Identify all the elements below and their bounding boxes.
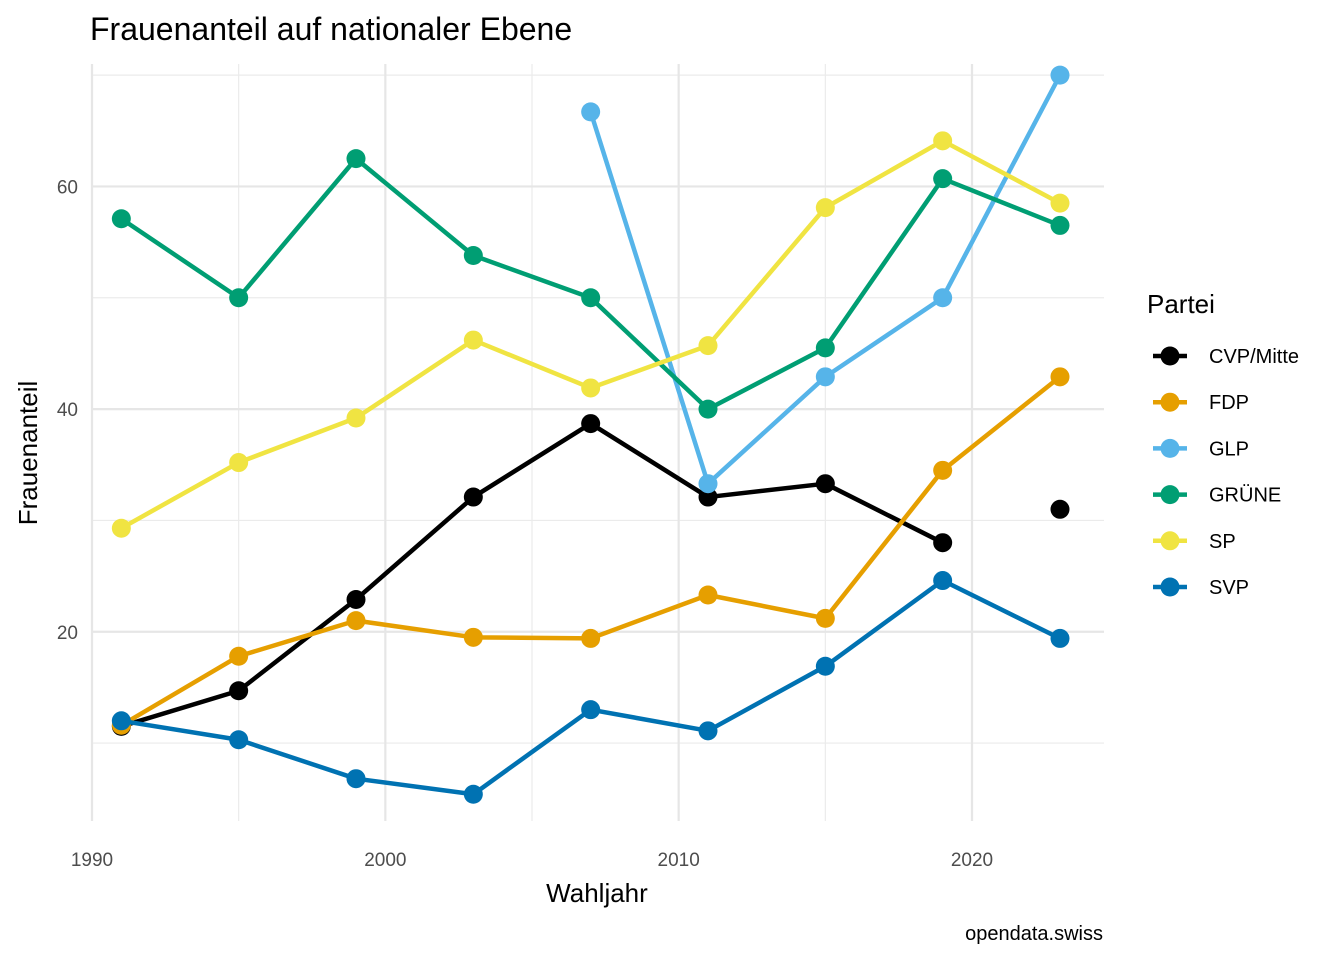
legend-key-point: [1160, 531, 1180, 551]
data-point: [346, 769, 366, 789]
data-point: [229, 288, 249, 308]
data-point: [1050, 215, 1070, 235]
data-point: [581, 414, 601, 434]
data-point: [346, 611, 366, 631]
legend-label: SP: [1209, 531, 1236, 553]
data-point: [581, 288, 601, 308]
data-point: [581, 378, 601, 398]
data-point: [111, 711, 131, 731]
data-point: [933, 533, 953, 553]
legend-key-point: [1160, 392, 1180, 412]
series-line: [120, 421, 944, 729]
legend-key-point: [1160, 577, 1180, 597]
data-point: [933, 169, 953, 189]
data-point: [229, 681, 249, 701]
data-point: [581, 628, 601, 648]
data-point: [463, 784, 483, 804]
data-point: [1050, 499, 1070, 519]
y-tick-label: 20: [57, 623, 78, 644]
data-point: [1050, 65, 1070, 85]
data-point: [698, 474, 718, 494]
legend-label: GLP: [1209, 438, 1249, 460]
data-point: [698, 585, 718, 605]
x-tick-label: 1990: [71, 850, 113, 871]
legend-label: GRÜNE: [1209, 485, 1281, 507]
series-svp: [111, 571, 1070, 804]
series-line: [120, 156, 1061, 412]
caption: opendata.swiss: [965, 923, 1103, 945]
data-point: [111, 209, 131, 229]
data-point: [229, 453, 249, 473]
data-point: [581, 102, 601, 122]
data-point: [346, 408, 366, 428]
series-line: [120, 138, 1062, 531]
data-point: [1050, 367, 1070, 387]
legend-title: Partei: [1147, 289, 1215, 319]
y-tick-label: 60: [57, 177, 78, 198]
data-point: [815, 608, 835, 628]
series-fdp: [111, 367, 1070, 735]
data-point: [815, 198, 835, 218]
legend-label: FDP: [1209, 392, 1249, 414]
x-tick-label: 2010: [658, 850, 700, 871]
x-axis-title: Wahljahr: [546, 878, 648, 908]
legend-key-point: [1160, 485, 1180, 505]
data-point: [229, 646, 249, 666]
data-point: [581, 700, 601, 720]
y-tick-label: 40: [57, 400, 78, 421]
data-point: [229, 730, 249, 750]
series-line: [120, 578, 1061, 797]
legend-item: GRÜNE: [1153, 485, 1281, 507]
x-tick-label: 2020: [951, 850, 993, 871]
legend-key-point: [1160, 438, 1180, 458]
data-point: [111, 518, 131, 538]
x-tick-label: 2000: [364, 850, 406, 871]
data-point: [815, 338, 835, 358]
data-point: [1050, 193, 1070, 213]
data-point: [463, 330, 483, 350]
data-point: [815, 367, 835, 387]
data-point: [933, 131, 953, 151]
legend-item: FDP: [1153, 392, 1249, 414]
series-sp: [111, 131, 1070, 538]
data-point: [933, 460, 953, 480]
legend-key-point: [1160, 346, 1180, 366]
data-point: [933, 571, 953, 591]
series-gr-ne: [111, 149, 1070, 419]
series-layer: [111, 65, 1070, 804]
data-point: [698, 721, 718, 741]
data-point: [698, 336, 718, 356]
series-cvp-mitte: [111, 414, 1070, 736]
legend-item: GLP: [1153, 438, 1249, 460]
data-point: [815, 656, 835, 676]
data-point: [346, 149, 366, 169]
y-axis-title: Frauenanteil: [13, 381, 43, 526]
data-point: [698, 399, 718, 419]
data-point: [463, 245, 483, 265]
data-point: [346, 589, 366, 609]
legend-item: SVP: [1153, 577, 1249, 599]
data-point: [1050, 628, 1070, 648]
legend-item: CVP/Mitte: [1153, 346, 1299, 368]
data-point: [698, 487, 718, 507]
data-point: [463, 487, 483, 507]
legend-label: SVP: [1209, 577, 1249, 599]
legend-label: CVP/Mitte: [1209, 346, 1299, 368]
data-point: [933, 288, 953, 308]
legend-item: SP: [1153, 531, 1236, 553]
legend: Partei CVP/Mitte FDP GLP GRÜNE SP SVP: [1147, 289, 1299, 599]
data-point: [815, 474, 835, 494]
chart-title: Frauenanteil auf nationaler Ebene: [90, 11, 572, 47]
data-point: [463, 627, 483, 647]
